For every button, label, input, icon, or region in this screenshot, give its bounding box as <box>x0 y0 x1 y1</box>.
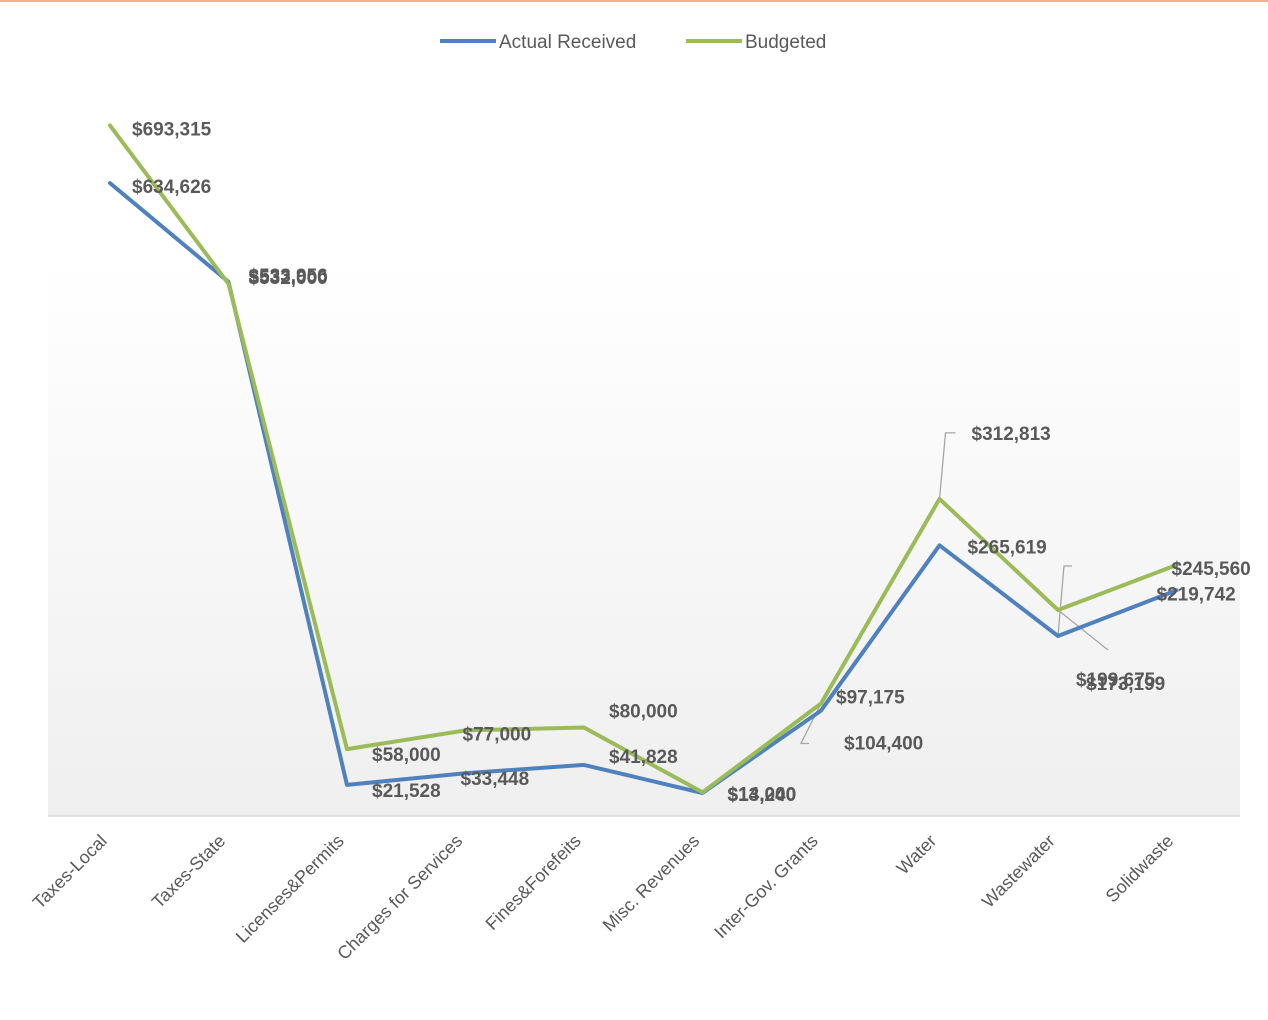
data-label-budgeted-2: $58,000 <box>372 745 441 766</box>
data-label-actual-5: $13,240 <box>728 785 797 806</box>
leader-line-2 <box>1057 609 1109 651</box>
data-label-budgeted-7: $312,813 <box>972 424 1051 445</box>
data-label-budgeted-1: $532,000 <box>249 268 328 289</box>
data-label-actual-0: $634,626 <box>132 177 211 198</box>
legend: Actual Received Budgeted <box>440 32 826 53</box>
legend-label-budgeted: Budgeted <box>745 32 826 53</box>
data-label-budgeted-3: $77,000 <box>463 724 532 745</box>
series-lines <box>108 123 1179 795</box>
top-border <box>0 0 1268 2</box>
series-line-budgeted <box>108 123 1179 795</box>
series-line-actual-received <box>108 181 1179 795</box>
data-label-actual-1: $533,956 <box>249 266 328 287</box>
data-label-budgeted-8: $199,675 <box>1076 670 1156 691</box>
legend-label-actual-received: Actual Received <box>499 32 636 53</box>
data-label-actual-4: $41,828 <box>609 747 678 768</box>
data-label-budgeted-5: $14,000 <box>728 784 797 805</box>
data-labels: $634,626 $533,956 $21,528 $33,448 $41,828 $13… <box>132 120 1251 807</box>
plot-area <box>48 258 1240 816</box>
leader-line-0 <box>938 432 956 499</box>
data-label-actual-9: $219,742 <box>1157 584 1236 605</box>
data-label-actual-2: $21,528 <box>372 781 441 802</box>
data-label-actual-6: $97,175 <box>836 688 905 709</box>
data-label-budgeted-4: $80,000 <box>609 702 678 723</box>
data-label-actual-3: $33,448 <box>461 769 530 790</box>
data-label-budgeted-0: $693,315 <box>132 120 212 141</box>
data-label-budgeted-9: $245,560 <box>1172 559 1251 580</box>
leader-line-1 <box>1057 565 1072 637</box>
data-label-actual-8: $173,199 <box>1086 674 1165 695</box>
data-label-budgeted-6: $104,400 <box>844 734 923 755</box>
data-label-actual-7: $265,619 <box>968 537 1047 558</box>
